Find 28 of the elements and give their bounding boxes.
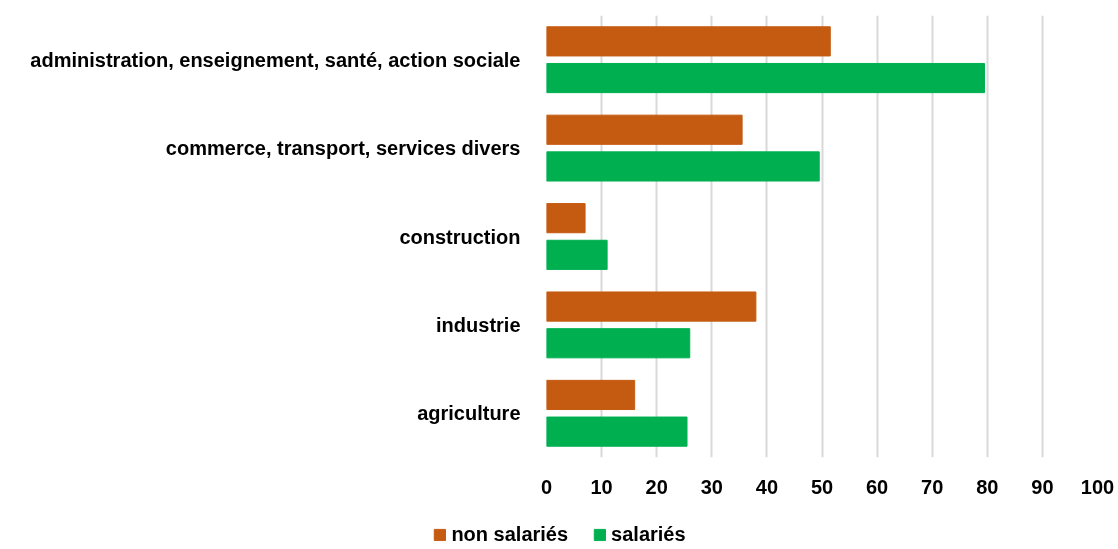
y-tick-label: agriculture <box>417 402 521 425</box>
bar <box>546 379 636 411</box>
x-tick-label: 90 <box>1031 475 1054 498</box>
legend-label: non salariés <box>451 522 569 546</box>
x-tick-label: 80 <box>976 475 999 498</box>
bar <box>546 114 743 145</box>
bar <box>546 62 986 94</box>
x-tick-label: 50 <box>810 475 834 498</box>
bar <box>546 291 757 322</box>
x-tick-label: 60 <box>865 475 889 498</box>
y-tick-label: industrie <box>436 313 521 336</box>
x-tick-label: 70 <box>921 475 944 498</box>
x-tick-label: 40 <box>755 475 779 498</box>
bar <box>546 26 831 57</box>
bar <box>546 151 820 182</box>
legend-label: salariés <box>611 522 686 546</box>
x-tick-label: 20 <box>645 475 668 498</box>
y-tick-label: commerce, transport, services divers <box>165 137 521 160</box>
x-tick-label: 10 <box>590 475 613 498</box>
x-tick-label: 30 <box>700 475 723 498</box>
x-tick-label: 0 <box>540 475 553 498</box>
bar <box>546 203 586 234</box>
bar <box>546 328 691 359</box>
bar <box>546 416 688 447</box>
bar <box>546 239 608 270</box>
x-tick-label: 100 <box>1080 475 1115 498</box>
y-tick-label: construction <box>399 225 521 248</box>
y-tick-label: administration, enseignement, santé, action sociale <box>30 48 521 71</box>
